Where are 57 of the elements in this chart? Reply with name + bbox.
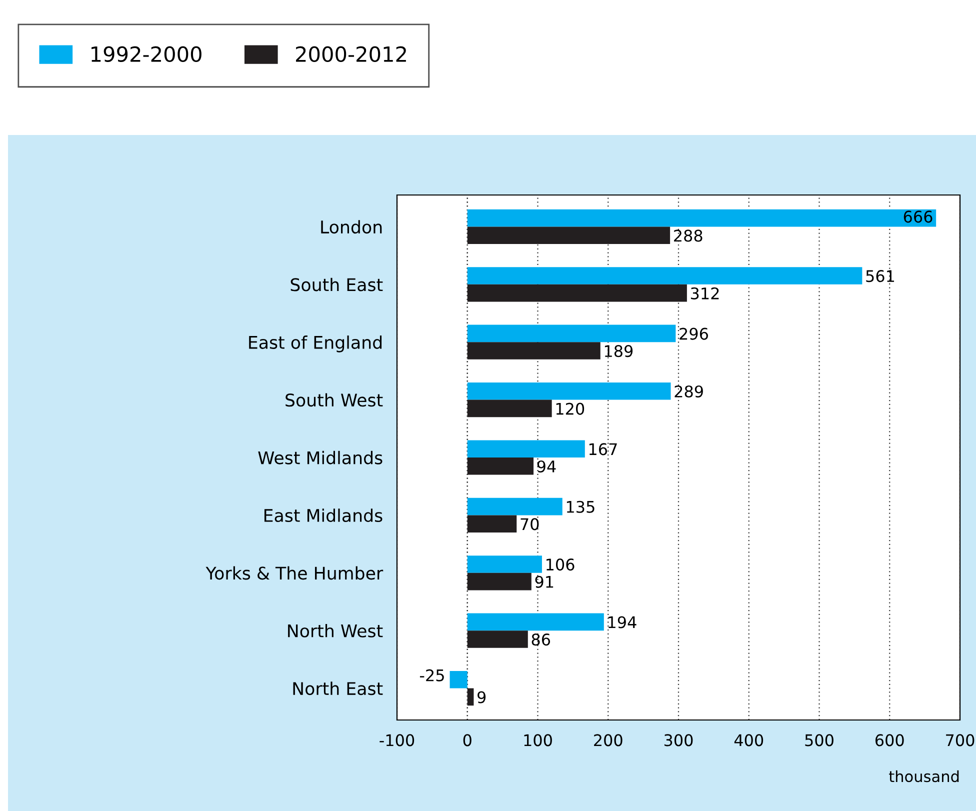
y-tick-label: East of England [249, 336, 382, 352]
data-label: 289 [674, 385, 703, 398]
data-label: -25 [420, 669, 444, 682]
bar [467, 342, 600, 360]
bar [467, 400, 552, 418]
x-tick-label: 100 [524, 734, 552, 746]
bar [467, 226, 670, 244]
bar [467, 613, 604, 631]
x-tick-label: 300 [664, 734, 693, 746]
data-label: 312 [690, 287, 719, 300]
bar [467, 458, 534, 475]
data-label: 135 [566, 500, 594, 513]
y-tick-label: South East [290, 278, 383, 292]
data-label: 94 [537, 460, 556, 473]
data-label: 86 [532, 634, 550, 646]
data-label: 9 [478, 691, 486, 704]
data-label: 120 [556, 402, 584, 415]
x-tick-label: 400 [734, 734, 764, 746]
bar [467, 556, 542, 573]
y-tick-label: London [321, 220, 382, 234]
data-label: 194 [608, 616, 636, 628]
y-tick-label: Yorks & The Humber [206, 566, 384, 580]
legend-label: 1992-2000 [92, 46, 202, 62]
bar [467, 515, 517, 532]
bar [467, 209, 936, 227]
data-label: 296 [680, 328, 708, 340]
x-tick-label: -100 [380, 734, 414, 746]
y-tick-label: South West [286, 393, 383, 407]
x-tick-label: 0 [463, 734, 472, 746]
bar [467, 440, 585, 458]
bar [467, 498, 562, 516]
bar [467, 382, 671, 400]
y-tick-label: West Midlands [258, 450, 382, 464]
legend-label: 2000-2012 [296, 46, 406, 62]
data-label: 189 [604, 345, 633, 358]
x-tick-label: 600 [875, 734, 904, 746]
x-tick-label: 200 [594, 734, 622, 746]
data-label: 106 [546, 558, 574, 571]
bar [467, 267, 862, 284]
y-tick-label: East Midlands [264, 508, 382, 522]
data-label: 561 [866, 270, 894, 282]
bar [467, 630, 528, 648]
data-label: 91 [535, 576, 554, 588]
y-tick-label: North East [293, 682, 383, 696]
bar [467, 284, 687, 302]
y-tick-label: North West [288, 624, 383, 638]
bar [467, 572, 532, 590]
data-label: 666 [904, 210, 932, 223]
data-label: 167 [589, 443, 617, 456]
bar [467, 688, 474, 706]
bar [467, 324, 676, 342]
data-label: 70 [520, 518, 539, 530]
data-label: 288 [674, 230, 702, 242]
x-axis-title: thousand [889, 770, 959, 782]
x-tick-label: 700 [946, 734, 974, 746]
x-tick-label: 500 [805, 734, 834, 746]
bar [450, 670, 468, 688]
